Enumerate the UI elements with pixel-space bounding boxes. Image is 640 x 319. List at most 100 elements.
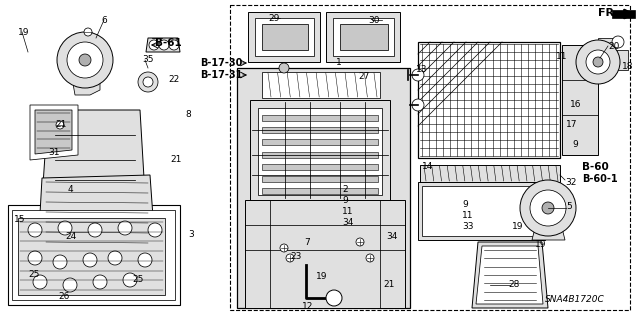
Polygon shape bbox=[38, 175, 155, 250]
Polygon shape bbox=[476, 246, 543, 304]
Text: B-60: B-60 bbox=[582, 162, 609, 172]
Text: 9: 9 bbox=[572, 140, 578, 149]
Circle shape bbox=[520, 180, 576, 236]
Circle shape bbox=[84, 28, 92, 36]
Circle shape bbox=[138, 72, 158, 92]
Polygon shape bbox=[262, 24, 308, 50]
Circle shape bbox=[33, 275, 47, 289]
Polygon shape bbox=[262, 127, 378, 133]
Polygon shape bbox=[255, 18, 314, 56]
Text: 17: 17 bbox=[566, 120, 577, 129]
Polygon shape bbox=[418, 182, 545, 240]
Text: SNA4B1720C: SNA4B1720C bbox=[545, 295, 605, 304]
Text: 29: 29 bbox=[268, 14, 280, 23]
Text: 11: 11 bbox=[342, 207, 353, 216]
Polygon shape bbox=[422, 186, 540, 236]
Circle shape bbox=[67, 42, 103, 78]
Circle shape bbox=[530, 190, 566, 226]
Text: 26: 26 bbox=[58, 292, 69, 301]
Text: 11: 11 bbox=[556, 52, 568, 61]
Text: 22: 22 bbox=[168, 75, 179, 84]
Circle shape bbox=[28, 223, 42, 237]
Text: 19: 19 bbox=[512, 222, 524, 231]
Text: 25: 25 bbox=[28, 270, 40, 279]
Text: 6: 6 bbox=[101, 16, 107, 25]
Polygon shape bbox=[262, 176, 378, 182]
Circle shape bbox=[143, 77, 153, 87]
Circle shape bbox=[159, 40, 169, 50]
Circle shape bbox=[169, 40, 179, 50]
Text: 24: 24 bbox=[65, 232, 76, 241]
Circle shape bbox=[148, 223, 162, 237]
Circle shape bbox=[138, 253, 152, 267]
Polygon shape bbox=[333, 18, 394, 56]
Text: 19: 19 bbox=[18, 28, 29, 37]
Text: 5: 5 bbox=[566, 202, 572, 211]
Text: 9: 9 bbox=[462, 200, 468, 209]
Polygon shape bbox=[237, 68, 410, 308]
Polygon shape bbox=[42, 110, 145, 200]
Polygon shape bbox=[262, 115, 378, 121]
Text: 18: 18 bbox=[622, 62, 634, 71]
Text: 15: 15 bbox=[14, 215, 26, 224]
Text: 32: 32 bbox=[565, 178, 577, 187]
Text: 23: 23 bbox=[290, 252, 301, 261]
Circle shape bbox=[149, 40, 159, 50]
Polygon shape bbox=[262, 188, 378, 194]
Polygon shape bbox=[262, 72, 380, 98]
Text: 9: 9 bbox=[342, 196, 348, 205]
Text: 8: 8 bbox=[185, 110, 191, 119]
Polygon shape bbox=[72, 78, 100, 95]
Text: 19: 19 bbox=[316, 272, 328, 281]
Circle shape bbox=[612, 36, 624, 48]
Text: 12: 12 bbox=[302, 302, 314, 311]
Polygon shape bbox=[258, 108, 382, 195]
Circle shape bbox=[83, 253, 97, 267]
Bar bbox=[230, 5, 630, 310]
Text: FR.: FR. bbox=[598, 8, 618, 18]
Polygon shape bbox=[472, 242, 548, 308]
Polygon shape bbox=[608, 50, 628, 70]
Polygon shape bbox=[420, 165, 560, 182]
Text: 13: 13 bbox=[416, 65, 428, 74]
Polygon shape bbox=[18, 218, 165, 295]
Circle shape bbox=[93, 275, 107, 289]
Circle shape bbox=[280, 244, 288, 252]
Text: 30: 30 bbox=[368, 16, 380, 25]
Text: 28: 28 bbox=[508, 280, 520, 289]
Bar bbox=[8, 205, 180, 305]
Polygon shape bbox=[245, 200, 405, 308]
Text: 21: 21 bbox=[55, 120, 67, 129]
Text: 33: 33 bbox=[462, 222, 474, 231]
Circle shape bbox=[279, 63, 289, 73]
Text: 7: 7 bbox=[304, 238, 310, 247]
Circle shape bbox=[593, 57, 603, 67]
Polygon shape bbox=[418, 42, 560, 158]
Text: 31: 31 bbox=[48, 148, 60, 157]
Circle shape bbox=[412, 69, 424, 81]
Circle shape bbox=[118, 221, 132, 235]
Polygon shape bbox=[250, 100, 390, 200]
Circle shape bbox=[576, 40, 620, 84]
Text: 3: 3 bbox=[188, 230, 194, 239]
Circle shape bbox=[356, 238, 364, 246]
Polygon shape bbox=[326, 12, 400, 62]
Polygon shape bbox=[612, 10, 635, 18]
Text: 11: 11 bbox=[462, 211, 474, 220]
Polygon shape bbox=[262, 164, 378, 170]
Text: 34: 34 bbox=[386, 232, 397, 241]
Circle shape bbox=[56, 121, 64, 129]
Circle shape bbox=[586, 50, 610, 74]
Circle shape bbox=[88, 223, 102, 237]
Text: 14: 14 bbox=[422, 162, 433, 171]
Polygon shape bbox=[30, 105, 78, 160]
Circle shape bbox=[108, 251, 122, 265]
Polygon shape bbox=[562, 45, 598, 155]
Polygon shape bbox=[12, 210, 175, 300]
Polygon shape bbox=[340, 24, 388, 50]
Text: B-61: B-61 bbox=[155, 38, 182, 48]
Text: 35: 35 bbox=[142, 55, 154, 64]
Polygon shape bbox=[598, 38, 618, 45]
Circle shape bbox=[286, 254, 294, 262]
Polygon shape bbox=[532, 228, 565, 240]
